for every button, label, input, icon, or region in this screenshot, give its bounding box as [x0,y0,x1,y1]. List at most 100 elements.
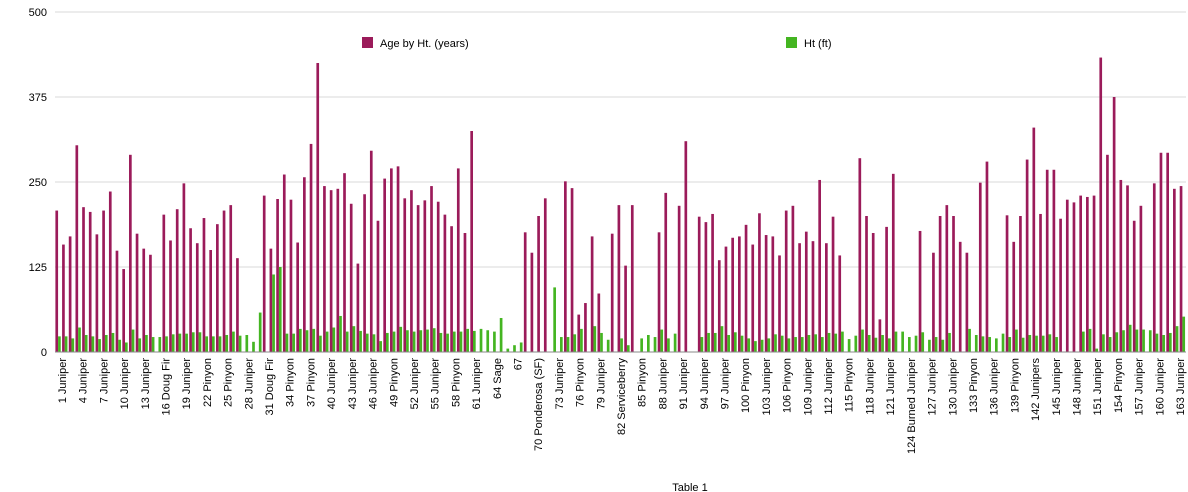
bar-age-33 [276,199,279,352]
bar-ht-12 [138,338,142,352]
bar-ht-113 [814,334,817,352]
bar-ht-144 [1021,337,1025,352]
x-tick-label-14: 43 Juniper [347,358,359,410]
bar-age-161 [1132,220,1136,352]
bar-ht-159 [1122,330,1125,352]
bar-ht-91 [667,338,670,352]
bar-ht-107 [774,334,777,352]
legend-swatch-1 [786,37,797,48]
x-tick-label-33: 100 Pinyon [740,358,752,413]
bar-ht-10 [125,342,128,352]
bar-ht-39 [319,335,322,352]
bar-age-162 [1139,205,1143,352]
x-tick-label-19: 58 Pinyon [450,358,462,407]
bar-ht-26 [232,331,235,352]
bar-ht-90 [660,329,664,352]
bar-ht-69 [519,342,523,352]
bar-age-146 [1032,127,1036,352]
bar-ht-8 [111,332,115,352]
bar-ht-36 [299,328,302,352]
bar-ht-109 [787,338,791,352]
bar-age-114 [818,179,822,352]
bar-ht-160 [1128,324,1132,352]
bar-ht-117 [841,331,844,352]
bar-ht-97 [707,332,710,352]
bar-ht-118 [847,339,851,352]
bar-age-70 [523,232,527,352]
bar-age-129 [918,230,922,352]
x-tick-label-47: 142 Junipers [1030,358,1042,421]
bar-age-52 [403,198,407,352]
bars [55,57,1186,353]
y-tick-label-4: 500 [29,7,47,19]
bar-age-131 [932,252,935,352]
bar-ht-65 [493,331,496,352]
y-tick-label-2: 250 [29,177,47,189]
bar-age-23 [209,250,213,352]
bar-ht-64 [486,330,490,352]
bar-age-40 [323,186,326,352]
bar-age-20 [189,228,192,352]
bar-age-79 [584,303,587,352]
bar-age-54 [416,205,420,352]
bar-age-101 [731,237,735,352]
bar-ht-99 [720,326,724,352]
x-tick-label-26: 79 Juniper [595,358,607,410]
x-tick-label-34: 103 Juniper [761,358,773,416]
bar-age-136 [965,252,969,352]
bar-ht-155 [1095,348,1099,352]
bar-age-167 [1173,188,1176,352]
bar-ht-5 [91,336,95,352]
bar-ht-110 [794,337,797,352]
bar-ht-28 [245,335,249,352]
bar-age-108 [778,255,781,352]
bar-ht-53 [412,331,416,352]
bar-ht-40 [325,331,329,352]
bar-ht-165 [1162,335,1165,352]
bar-age-125 [891,173,895,352]
bar-age-158 [1112,97,1116,352]
bar-ht-143 [1015,329,1018,352]
bar-age-44 [349,203,353,352]
bar-ht-106 [767,338,771,352]
bar-age-81 [597,293,601,352]
bar-age-42 [336,188,340,352]
bar-age-113 [811,241,815,352]
bar-age-157 [1106,154,1109,352]
x-tick-label-11: 34 Pinyon [285,358,297,407]
bar-age-13 [142,248,146,352]
bar-age-84 [617,205,621,352]
x-tick-label-51: 154 Pinyon [1113,358,1125,413]
bar-ht-138 [981,336,985,352]
bar-ht-100 [727,335,730,352]
bar-age-86 [630,205,634,352]
bar-ht-30 [258,312,262,352]
bar-ht-133 [948,332,951,352]
x-tick-label-25: 76 Pinyon [575,358,587,407]
bar-ht-122 [874,337,878,352]
bar-ht-18 [178,333,182,352]
bar-age-17 [169,240,172,352]
bar-ht-2 [71,338,75,352]
bar-age-6 [95,234,99,352]
bar-age-24 [216,224,219,352]
bar-ht-123 [881,335,884,352]
bar-ht-45 [359,330,362,352]
x-tick-label-30: 91 Juniper [678,358,690,410]
bar-ht-121 [867,335,871,352]
bar-age-3 [75,145,79,352]
bar-age-85 [624,265,627,352]
bar-ht-82 [606,339,610,352]
bar-ht-146 [1035,335,1038,352]
x-tick-label-21: 64 Sage [492,358,504,399]
y-tick-label-0: 0 [41,347,47,359]
x-tick-label-40: 121 Juniper [885,358,897,416]
bar-ht-136 [968,328,971,352]
x-tick-label-9: 28 Juniper [243,358,255,410]
x-tick-label-27: 82 Serviceberry [616,358,628,436]
bar-age-132 [938,216,942,352]
bar-ht-103 [747,338,751,352]
bar-age-45 [356,263,360,352]
x-tick-label-12: 37 Pinyon [305,358,317,407]
bar-ht-116 [834,333,838,352]
